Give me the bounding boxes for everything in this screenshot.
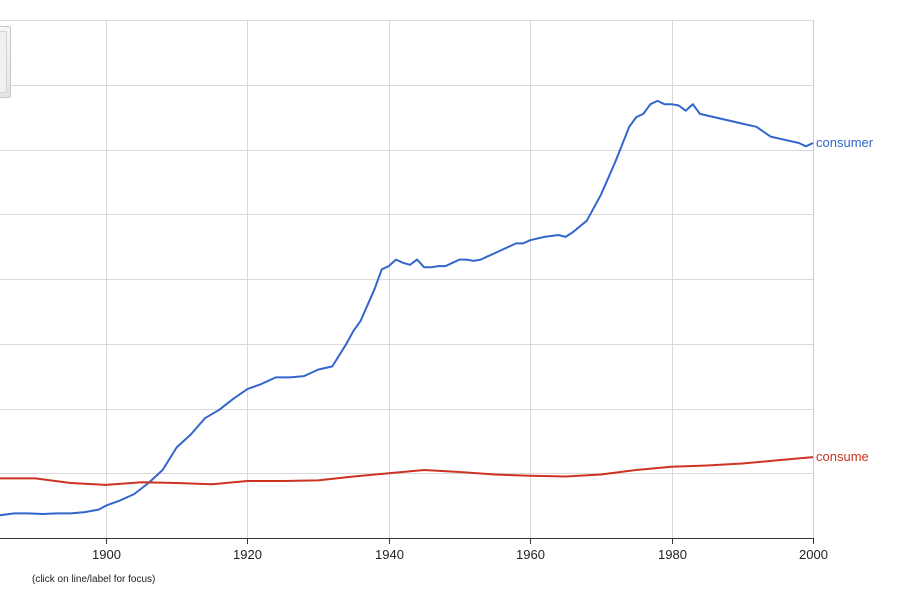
series-line-consumer[interactable] bbox=[0, 99, 814, 517]
x-tick-label: 2000 bbox=[799, 547, 828, 562]
series-labels[interactable]: consumer consume bbox=[816, 135, 874, 464]
series-label-consumer[interactable]: consumer bbox=[816, 135, 874, 150]
x-axis: 1900 1920 1940 1960 1980 2000 bbox=[0, 538, 828, 562]
scroll-handle[interactable] bbox=[0, 26, 11, 98]
x-tick-label: 1940 bbox=[375, 547, 404, 562]
x-tick-label: 1980 bbox=[658, 547, 687, 562]
series-lines[interactable] bbox=[0, 99, 814, 517]
footnote: (click on line/label for focus) bbox=[32, 574, 156, 585]
series-label-consume[interactable]: consume bbox=[816, 449, 869, 464]
x-tick-label: 1920 bbox=[233, 547, 262, 562]
x-tick-label: 1900 bbox=[92, 547, 121, 562]
series-line-consume[interactable] bbox=[0, 456, 814, 486]
x-tick-label: 1960 bbox=[516, 547, 545, 562]
grid-lines bbox=[0, 20, 814, 539]
